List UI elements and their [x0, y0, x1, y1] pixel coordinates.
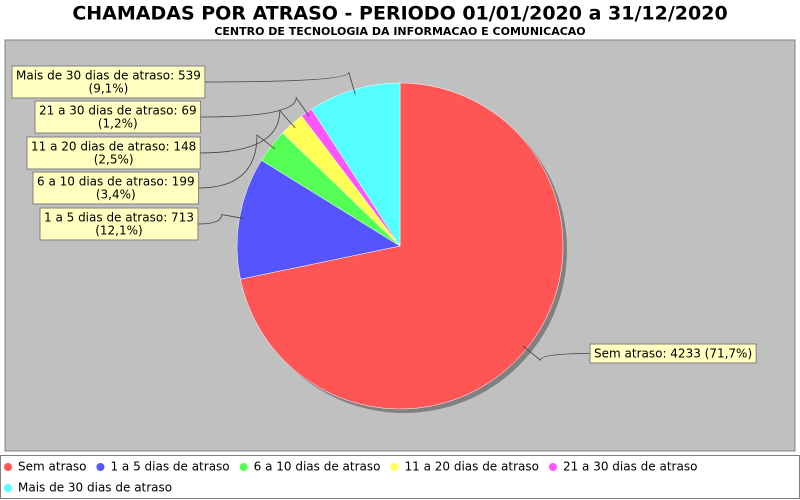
pie	[236, 82, 567, 413]
legend-swatch	[548, 463, 557, 471]
legend-label: Sem atraso	[18, 460, 86, 474]
labels: Sem atraso: 4233 (71,7%) 1 a 5 dias de at…	[11, 65, 757, 364]
label-box	[34, 100, 202, 134]
chart-subtitle: CENTRO DE TECNOLOGIA DA INFORMACAO E COM…	[214, 25, 585, 38]
label-box	[39, 207, 199, 241]
legend-box	[0, 455, 800, 499]
slice-label: Mais de 30 dias de atraso: 539(9,1%)	[11, 65, 206, 99]
label-text: (12,1%)	[95, 224, 142, 238]
legend-swatch	[4, 463, 12, 471]
legend-swatch	[4, 484, 12, 492]
slice-label: 6 a 10 dias de atraso: 199(3,4%)	[32, 171, 200, 205]
legend: Sem atraso 1 a 5 dias de atraso 6 a 10 dia…	[4, 460, 697, 495]
label-text: 6 a 10 dias de atraso: 199	[37, 175, 195, 189]
label-text: (2,5%)	[94, 153, 134, 167]
legend-swatch	[390, 463, 399, 471]
label-link	[204, 72, 356, 95]
label-text: 11 a 20 dias de atraso: 148	[31, 140, 196, 154]
label-text: (3,4%)	[96, 188, 136, 202]
legend-label: 1 a 5 dias de atraso	[110, 460, 229, 474]
slice-label: 1 a 5 dias de atraso: 713(12,1%)	[39, 207, 199, 241]
label-link	[200, 96, 310, 118]
label-link	[522, 345, 591, 362]
chart-title: CHAMADAS POR ATRASO - PERIODO 01/01/2020…	[72, 3, 727, 25]
legend-label: Mais de 30 dias de atraso	[18, 481, 172, 495]
label-text: 1 a 5 dias de atraso: 713	[44, 211, 194, 225]
label-text: Sem atraso: 4233 (71,7%)	[594, 347, 752, 361]
label-link	[197, 214, 245, 225]
label-text: (1,2%)	[98, 117, 138, 131]
legend-label: 6 a 10 dias de atraso	[254, 460, 381, 474]
label-link	[200, 109, 296, 154]
label-box	[26, 136, 201, 170]
label-link	[198, 134, 276, 189]
label-text: (9,1%)	[89, 82, 129, 96]
legend-label: 21 a 30 dias de atraso	[563, 460, 697, 474]
legend-label: 11 a 20 dias de atraso	[404, 460, 538, 474]
legend-swatch	[239, 463, 248, 471]
label-text: Mais de 30 dias de atraso: 539	[16, 69, 201, 83]
legend-swatch	[96, 463, 105, 471]
slice-label: 11 a 20 dias de atraso: 148(2,5%)	[26, 136, 201, 170]
label-text: 21 a 30 dias de atraso: 69	[39, 104, 197, 118]
slice-label: Sem atraso: 4233 (71,7%)	[589, 343, 757, 364]
slice-label: 21 a 30 dias de atraso: 69(1,2%)	[34, 100, 202, 134]
label-box	[32, 171, 200, 205]
